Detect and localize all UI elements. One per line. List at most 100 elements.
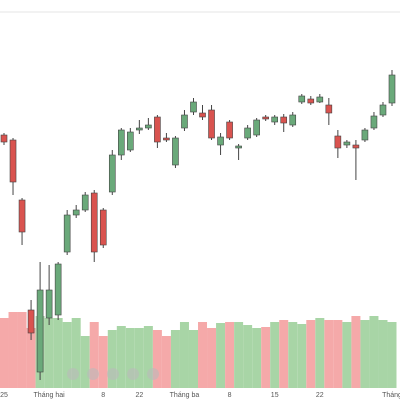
volume-bar (198, 322, 208, 388)
candle-body (63, 214, 71, 253)
candle-body (316, 96, 324, 103)
volume-bar (170, 330, 180, 388)
x-tick-label: 22 (316, 392, 324, 399)
volume-bar (134, 328, 144, 388)
candle-body (379, 104, 387, 116)
volume-bar (243, 325, 253, 388)
candle-body (72, 209, 80, 216)
volume-bar (44, 318, 54, 388)
zoom-out-button[interactable] (67, 368, 79, 380)
volume-bar (188, 330, 198, 388)
candle-body (289, 114, 297, 126)
candle-body (27, 309, 35, 334)
volume-bar (143, 326, 153, 388)
x-tick-label: 15 (271, 392, 279, 399)
candle-body (298, 95, 306, 103)
volume-bar (107, 330, 117, 388)
candle-body (262, 116, 269, 120)
volume-bar (26, 328, 36, 388)
x-tick-label: 22 (135, 392, 143, 399)
volume-bar (351, 316, 361, 388)
candle-body (172, 137, 179, 166)
volume-bar (234, 322, 244, 388)
candle-body (18, 199, 26, 233)
volume-bar (89, 322, 99, 388)
candle-body (352, 144, 360, 149)
candle-body (271, 116, 278, 123)
candle-body (280, 116, 288, 124)
candle-body (226, 121, 233, 139)
volume-bar (270, 322, 280, 388)
x-tick-label: 25 (0, 392, 8, 399)
candle-body (307, 98, 315, 104)
candle-body (217, 136, 224, 146)
volume-bar (279, 320, 289, 388)
x-tick-label: Tháng ba (170, 392, 200, 399)
volume-bar (315, 318, 325, 388)
candle-body (45, 289, 53, 319)
candle-body (81, 194, 89, 211)
scroll-left-button[interactable] (127, 368, 139, 380)
candle-body (334, 135, 342, 149)
candle-body (54, 263, 62, 316)
volume-bar (288, 322, 298, 388)
candle-body (163, 137, 170, 141)
volume-bar (116, 326, 126, 388)
volume-bar (125, 328, 135, 388)
candle-body (127, 131, 134, 151)
volume-bar (53, 318, 63, 388)
volume-bar (207, 328, 217, 388)
volume-bar (17, 312, 27, 388)
x-tick-label: 8 (228, 392, 232, 399)
volume-bar (261, 327, 271, 388)
candle-body (244, 127, 251, 139)
volume-bar (342, 322, 352, 388)
volume-bar (179, 322, 189, 388)
volume-bar (71, 318, 81, 388)
volume-bar (387, 322, 397, 388)
scroll-right-button[interactable] (147, 368, 159, 380)
x-tick-label: Tháng (382, 392, 400, 399)
candle-body (370, 115, 378, 129)
candle-body (388, 74, 396, 104)
volume-bar (333, 320, 343, 388)
candle-body (0, 134, 8, 143)
candle-body (325, 104, 333, 114)
reset-button[interactable] (107, 368, 119, 380)
volume-bar (161, 336, 171, 388)
candle-body (343, 141, 351, 146)
candle-body (154, 116, 161, 143)
x-axis: 25 Tháng hai 8 22 Tháng ba 8 15 22 Tháng (0, 392, 400, 399)
volume-bar (297, 324, 307, 388)
candle-body (99, 209, 107, 246)
volume-bar (80, 336, 90, 388)
candle-body (235, 145, 242, 149)
candle-body (361, 129, 369, 141)
volume-bar (360, 320, 370, 388)
candle-body (136, 127, 143, 131)
zoom-toolbar (67, 368, 159, 380)
volume-layer (0, 312, 397, 388)
candle-body (145, 124, 152, 129)
candle-body (190, 101, 197, 113)
volume-bar (306, 320, 316, 388)
volume-bar (225, 322, 235, 388)
volume-bar (216, 323, 226, 388)
price-layer (0, 70, 396, 380)
candle-body (208, 109, 215, 139)
candle-body (90, 192, 98, 253)
volume-bar (8, 312, 18, 388)
candle-body (108, 154, 116, 193)
x-tick-label: 8 (101, 392, 105, 399)
volume-bar (324, 320, 334, 388)
candle-body (36, 289, 44, 373)
volume-bar (252, 328, 262, 388)
x-tick-label: Tháng hai (34, 392, 66, 399)
candle-body (253, 119, 260, 136)
volume-bar (152, 330, 162, 388)
volume-bar (98, 336, 108, 388)
zoom-in-button[interactable] (87, 368, 99, 380)
volume-bar (0, 318, 9, 388)
candle-body (199, 112, 206, 118)
